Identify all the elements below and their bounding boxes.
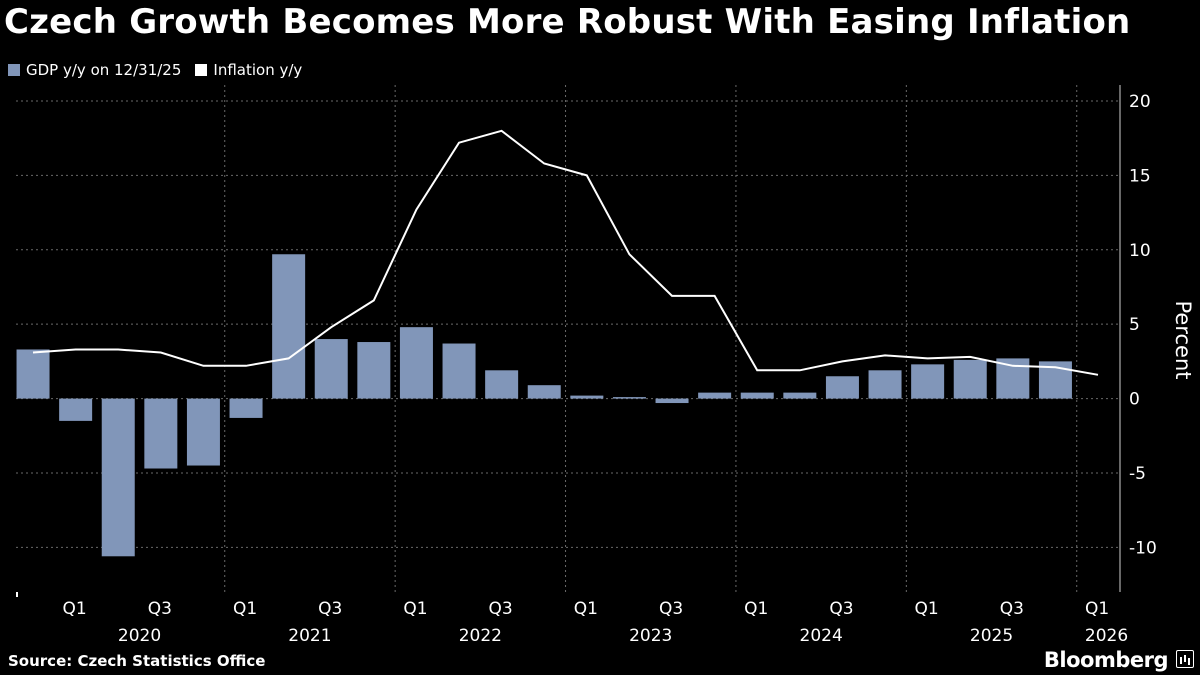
bloomberg-chart-icon (1176, 650, 1194, 668)
legend-label-inflation: Inflation y/y (213, 61, 303, 79)
x-tick-label: Q3 (1000, 599, 1024, 619)
gdp-bar (314, 339, 348, 399)
gdp-bar (570, 395, 604, 399)
legend-swatch-gdp (8, 64, 20, 76)
gdp-bar (911, 364, 945, 399)
x-tick-label: Q1 (403, 599, 427, 619)
x-tick-label: Q3 (148, 599, 172, 619)
y-tick-label: 5 (1129, 315, 1140, 335)
x-tick-label: Q1 (1085, 599, 1109, 619)
gdp-bar (442, 343, 476, 399)
x-year-label: 2020 (118, 626, 161, 646)
source-note: Source: Czech Statistics Office (8, 652, 266, 670)
x-tick-label: Q3 (659, 599, 683, 619)
legend-item-gdp: GDP y/y on 12/31/25 (8, 61, 181, 79)
gdp-bar (953, 359, 987, 399)
y-tick-label: 20 (1129, 92, 1151, 112)
gdp-bar (698, 392, 732, 399)
x-tick-label: Q1 (233, 599, 257, 619)
x-year-label: 2022 (459, 626, 502, 646)
gdp-bar (59, 398, 93, 421)
gdp-bar (101, 398, 135, 557)
gdp-bar (996, 358, 1030, 399)
legend-item-inflation: Inflation y/y (195, 61, 302, 79)
gdp-bar (399, 327, 433, 399)
gdp-bar (612, 397, 646, 399)
legend-swatch-inflation (195, 64, 208, 76)
x-tick-label: Q3 (829, 599, 853, 619)
x-tick-label: Q1 (744, 599, 768, 619)
gdp-bar (527, 385, 561, 399)
gdp-bar (357, 342, 391, 399)
gdp-bar (868, 370, 902, 399)
gdp-bar (16, 349, 50, 399)
y-tick-label: -10 (1129, 538, 1157, 558)
x-year-label: 2023 (629, 626, 672, 646)
x-year-label: 2026 (1085, 626, 1128, 646)
x-tick-label: Q3 (318, 599, 342, 619)
gdp-bar (144, 398, 178, 469)
x-tick-label: Q1 (915, 599, 939, 619)
gdp-bar (485, 370, 519, 399)
gdp-bar (740, 392, 774, 399)
y-tick-label: 0 (1129, 390, 1140, 410)
y-tick-label: 15 (1129, 166, 1151, 186)
chart-title: Czech Growth Becomes More Robust With Ea… (4, 2, 1131, 42)
x-year-label: 2024 (800, 626, 843, 646)
brand-logo: Bloomberg (1043, 648, 1169, 672)
x-year-label: 2021 (288, 626, 331, 646)
y-tick-label: 10 (1129, 241, 1151, 261)
inflation-line (32, 129, 1099, 376)
legend-label-gdp: GDP y/y on 12/31/25 (26, 61, 182, 79)
x-tick-label: Q3 (489, 599, 513, 619)
gdp-bar (655, 398, 689, 404)
y-tick-label: -5 (1129, 464, 1146, 484)
gdp-bar (825, 376, 859, 399)
x-tick-label: Q1 (574, 599, 598, 619)
x-tick-label: Q1 (63, 599, 87, 619)
x-year-label: 2025 (970, 626, 1013, 646)
y-axis-title: Percent (1171, 300, 1195, 379)
legend: GDP y/y on 12/31/25 Inflation y/y (8, 61, 302, 79)
gdp-bar (186, 398, 220, 466)
gdp-bar (783, 392, 817, 399)
gdp-bar (272, 254, 306, 399)
gdp-bar (229, 398, 263, 418)
